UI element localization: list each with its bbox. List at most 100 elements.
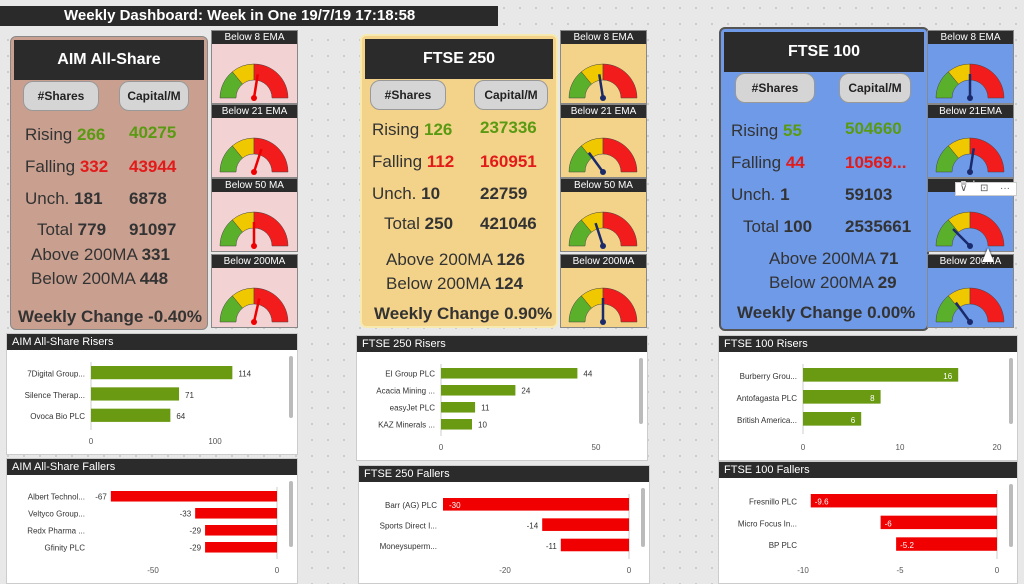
capital-header-button[interactable]: Capital/M <box>839 73 911 103</box>
gauge-card[interactable]: Below 21 EMA <box>211 104 298 178</box>
panel-title: FTSE 250 <box>365 39 553 79</box>
total-capital: 421046 <box>480 214 537 233</box>
scrollbar[interactable] <box>289 356 293 418</box>
tick-label: -20 <box>499 566 511 575</box>
bar <box>560 538 629 552</box>
gauge-card[interactable]: Below 8 EMA <box>927 30 1014 104</box>
bar <box>441 368 578 379</box>
gauge-title: Below 21EMA <box>928 105 1013 118</box>
rising-capital: 237336 <box>480 118 537 137</box>
gauge-needle <box>252 298 260 323</box>
bar <box>91 387 180 401</box>
scrollbar[interactable] <box>639 358 643 424</box>
shares-header-button[interactable]: #Shares <box>23 81 99 111</box>
more-options-button[interactable]: ··· <box>1000 183 1010 194</box>
gauge-card[interactable]: Below 8 EMA <box>211 30 298 104</box>
chart-title: FTSE 100 Risers <box>719 336 1017 352</box>
tick-label: 0 <box>627 566 632 575</box>
data-label: 10 <box>478 420 487 429</box>
mouse-cursor-icon <box>982 248 994 262</box>
summary-panel-1: FTSE 250 #Shares Capital/M Rising 126 23… <box>360 34 558 328</box>
gauge-card[interactable]: Below 200MA <box>211 254 298 328</box>
unchanged-row: Unch. 181 <box>25 189 103 208</box>
bar <box>441 385 516 396</box>
bar <box>443 498 629 511</box>
shares-header-button[interactable]: #Shares <box>370 80 446 110</box>
gauge-title: Below 21 EMA <box>212 105 297 118</box>
unchanged-capital: 6878 <box>129 189 167 208</box>
gauge-needle <box>954 301 971 323</box>
data-label: 8 <box>870 394 875 403</box>
falling-capital: 10569... <box>845 153 907 172</box>
bar-chart[interactable]: FTSE 250 Fallers Barr (AG) PLC -30 Sports D… <box>358 465 650 584</box>
bar-chart[interactable]: FTSE 100 Fallers Fresnillo PLC -9.6 Micro F… <box>718 461 1018 584</box>
scrollbar[interactable] <box>289 481 293 547</box>
data-label: 64 <box>176 412 185 421</box>
focus-icon[interactable]: ⊡ <box>980 183 989 194</box>
capital-header-button[interactable]: Capital/M <box>119 81 189 111</box>
visual-toolbar[interactable]: ⊽ ⊡ ··· <box>955 182 1017 196</box>
bar-chart[interactable]: FTSE 100 Risers Burberry Grou... 16 Antofag… <box>718 335 1018 461</box>
shares-header-button[interactable]: #Shares <box>735 73 815 103</box>
above-200ma: Above 200MA 126 <box>386 250 525 269</box>
gauge-title: Below 8 EMA <box>561 31 646 44</box>
total-capital: 2535661 <box>845 217 912 236</box>
data-label: 6 <box>851 416 856 425</box>
filter-icon[interactable]: ⊽ <box>960 183 968 194</box>
bar-chart[interactable]: AIM All-Share Fallers Albert Technol... -6… <box>6 458 298 584</box>
bar-chart[interactable]: FTSE 250 Risers EI Group PLC 44 Acacia Mini… <box>356 335 648 461</box>
total-capital: 91097 <box>129 220 177 239</box>
rising-row: Rising 55 <box>731 121 802 140</box>
gauge-dial <box>568 63 637 101</box>
category-label: easyJet PLC <box>390 403 436 412</box>
category-label: Ovoca Bio PLC <box>30 412 85 421</box>
above-200ma: Above 200MA 71 <box>769 249 899 268</box>
bar-chart[interactable]: AIM All-Share Risers 7Digital Group... 114… <box>6 333 298 455</box>
bar <box>195 508 277 519</box>
capital-header-button[interactable]: Capital/M <box>474 80 548 110</box>
bar <box>91 408 171 422</box>
category-label: Burberry Grou... <box>740 372 797 381</box>
falling-row: Falling 44 <box>731 153 805 172</box>
gauge-title: Below 200MA <box>561 255 646 268</box>
falling-capital: 43944 <box>129 157 177 176</box>
chart-title: FTSE 250 Fallers <box>359 466 649 482</box>
tick-label: 20 <box>993 443 1002 452</box>
tick-label: -10 <box>797 566 809 575</box>
gauge-card[interactable]: Below 50 MA <box>560 178 647 252</box>
gauge-card[interactable]: Below 8 EMA <box>560 30 647 104</box>
tick-label: 100 <box>208 437 222 446</box>
tick-label: -50 <box>147 566 159 575</box>
falling-row: Falling 332 <box>25 157 109 176</box>
chart-plot: EI Group PLC 44 Acacia Mining ... 24 easyJet… <box>376 364 601 452</box>
rising-row: Rising 126 <box>372 120 453 139</box>
falling-capital: 160951 <box>480 152 537 171</box>
gauge-card[interactable]: Below 21EMA <box>927 104 1014 178</box>
total-row: Total 100 <box>743 217 813 236</box>
category-label: Antofagasta PLC <box>737 394 798 403</box>
gauge-title: Below 200MA <box>928 255 1013 268</box>
category-label: Acacia Mining ... <box>376 386 435 395</box>
tick-label: 0 <box>275 566 280 575</box>
gauge-title: Below 8 EMA <box>928 31 1013 44</box>
chart-plot: Fresnillo PLC -9.6 Micro Focus In... -6 BP P… <box>738 490 1000 575</box>
gauge-title: Below 50 MA <box>561 179 646 192</box>
bar <box>880 515 997 530</box>
data-label: -9.6 <box>815 498 829 507</box>
data-label: -11 <box>546 542 558 551</box>
gauge-needle <box>252 148 263 173</box>
chart-plot: Albert Technol... -67 Veltyco Group... -33 R… <box>27 487 280 575</box>
data-label: 44 <box>583 369 592 378</box>
gauge-dial <box>219 211 288 249</box>
category-label: Moneysuperm... <box>380 542 437 551</box>
gauge-dial <box>219 63 288 101</box>
gauge-card[interactable]: Below 21 EMA <box>560 104 647 178</box>
gauge-card[interactable]: Below 200MA <box>560 254 647 328</box>
scrollbar[interactable] <box>641 488 645 547</box>
scrollbar[interactable] <box>1009 484 1013 547</box>
gauge-card[interactable]: Below 200MA <box>927 254 1014 328</box>
gauge-card[interactable]: Below 50 MA <box>211 178 298 252</box>
scrollbar[interactable] <box>1009 358 1013 424</box>
chart-title: FTSE 250 Risers <box>357 336 647 352</box>
data-label: 71 <box>185 391 194 400</box>
